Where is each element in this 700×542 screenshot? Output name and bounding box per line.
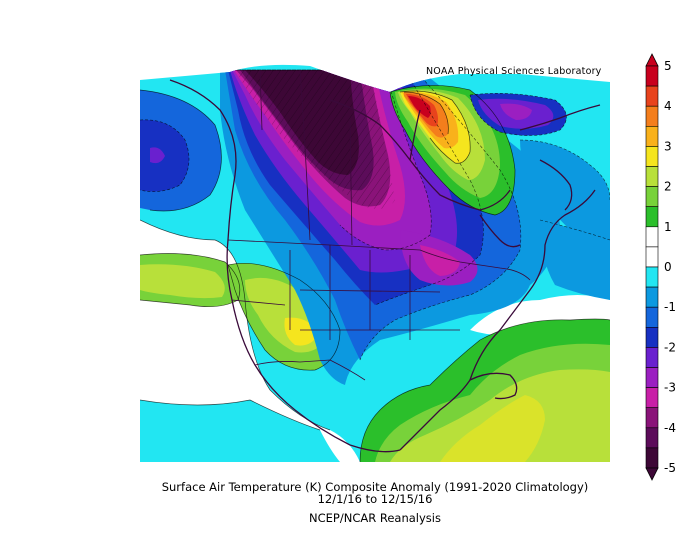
colorbar-tick-label: -1: [664, 300, 676, 314]
neutral-zone-east: [470, 295, 610, 335]
colorbar-cell: [645, 85, 659, 107]
date-range: 12/1/16 to 12/15/16: [317, 492, 433, 506]
colorbar-cell: [645, 306, 659, 328]
colorbar-cell: [645, 65, 659, 87]
colorbar-cell: [645, 286, 659, 308]
colorbar-cell: [645, 347, 659, 368]
colorbar-cell: [645, 105, 659, 127]
colorbar-cell: [645, 246, 659, 268]
colorbar-cell: [645, 186, 659, 208]
chart-title: Surface Air Temperature (K) Composite An…: [161, 480, 589, 494]
data-source: NCEP/NCAR Reanalysis: [309, 511, 441, 525]
colorbar-cell: [645, 266, 659, 288]
colorbar-cell: [645, 387, 659, 409]
colorbar-cell: [645, 126, 659, 147]
colorbar-cell: [645, 206, 659, 228]
colorbar-cell: [645, 146, 659, 167]
political-borders: [227, 69, 531, 381]
colorbar-cell: [645, 427, 659, 449]
colorbar-tick-label: 0: [664, 260, 672, 274]
colorbar-tick-label: -4: [664, 421, 676, 435]
colorbar-cell: [645, 166, 659, 187]
colorbar-cell: [645, 447, 659, 469]
colorbar-tick-label: 3: [664, 139, 672, 153]
colorbar-cell: [645, 226, 659, 248]
colorbar-cell: [645, 326, 659, 348]
colorbar: 5 4 3 2 1 0 -1 -2 -3 -4 -5: [645, 53, 676, 481]
colorbar-tick-label: 5: [664, 59, 672, 73]
colorbar-tick-label: -2: [664, 340, 676, 354]
colorbar-max-arrow: [645, 53, 659, 67]
colorbar-min-arrow: [645, 467, 659, 481]
colorbar-tick-label: 1: [664, 220, 672, 234]
colorbar-tick-label: 4: [664, 99, 672, 113]
colorbar-cell: [645, 367, 659, 388]
colorbar-tick-label: -5: [664, 461, 676, 475]
colorbar-tick-label: -3: [664, 381, 676, 395]
credit-label: NOAA Physical Sciences Laboratory: [426, 66, 602, 77]
colorbar-tick-label: 2: [664, 180, 672, 194]
colorbar-cell: [645, 407, 659, 429]
